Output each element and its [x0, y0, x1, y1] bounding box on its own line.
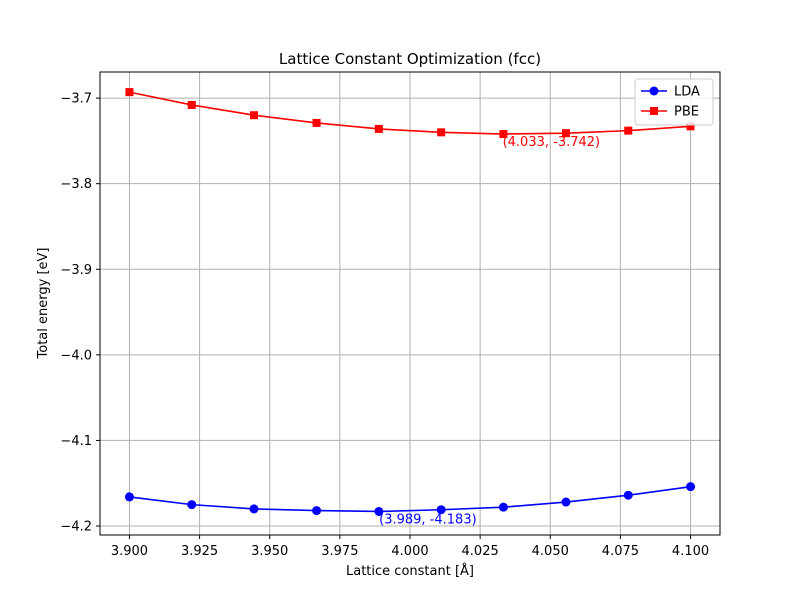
y-tick-label: −3.9 — [60, 263, 92, 278]
pbe-data-point — [125, 88, 134, 97]
lda-data-point — [312, 506, 322, 516]
x-tick-label: 3.975 — [321, 544, 358, 559]
series-layer — [124, 88, 696, 516]
legend: LDA PBE — [634, 78, 714, 126]
y-tick-label: −4.2 — [60, 520, 92, 535]
lda-data-point — [686, 482, 696, 492]
y-axis-label: Total energy [eV] — [36, 248, 51, 360]
x-tick-label: 3.900 — [111, 544, 148, 559]
lda-data-point — [436, 505, 446, 515]
x-tick-label: 4.025 — [462, 544, 499, 559]
legend-pbe-label: PBE — [674, 105, 699, 120]
annotation-layer: (3.989, -4.183) (4.033, -3.742) — [379, 135, 600, 527]
lda-data-point — [374, 506, 384, 516]
lda-data-point — [623, 490, 633, 500]
grid — [100, 72, 720, 535]
pbe-series-line — [129, 91, 691, 135]
legend-lda-marker — [649, 86, 659, 96]
x-tick-label: 4.000 — [391, 544, 428, 559]
lda-series-line — [129, 485, 691, 513]
x-tick-label: 4.100 — [672, 544, 709, 559]
lda-data-point — [187, 500, 197, 510]
y-tick-label: −3.7 — [60, 92, 92, 107]
pbe-data-point — [561, 129, 570, 138]
pbe-data-point — [437, 128, 446, 137]
min-point-annotation: (4.033, -3.742) — [503, 135, 601, 150]
lda-data-point — [124, 492, 134, 502]
legend-pbe-marker — [650, 107, 658, 115]
lda-data-point — [249, 504, 259, 514]
lda-data-point — [561, 497, 571, 507]
pbe-data-point — [187, 100, 196, 109]
x-tick-label: 4.075 — [602, 544, 639, 559]
pbe-data-point — [312, 118, 321, 127]
x-tick-label: 3.950 — [251, 544, 288, 559]
x-axis-label: Lattice constant [Å] — [346, 563, 474, 579]
y-tick-label: −4.1 — [60, 434, 92, 449]
pbe-data-point — [686, 122, 695, 131]
legend-lda-label: LDA — [674, 85, 700, 100]
y-tick-label: −3.8 — [60, 177, 92, 192]
ticks: 3.900 3.925 3.950 3.975 4.000 4.025 4.050 4.075… — [60, 92, 709, 559]
pbe-data-point — [624, 126, 633, 135]
x-tick-label: 4.050 — [532, 544, 569, 559]
x-tick-label: 3.925 — [181, 544, 218, 559]
min-point-annotation: (3.989, -4.183) — [379, 512, 477, 527]
y-tick-label: −4.0 — [60, 348, 92, 363]
pbe-data-point — [499, 130, 508, 139]
pbe-data-point — [250, 111, 259, 120]
pbe-data-point — [374, 124, 383, 133]
lda-data-point — [498, 502, 508, 512]
chart-title: Lattice Constant Optimization (fcc) — [279, 50, 541, 68]
